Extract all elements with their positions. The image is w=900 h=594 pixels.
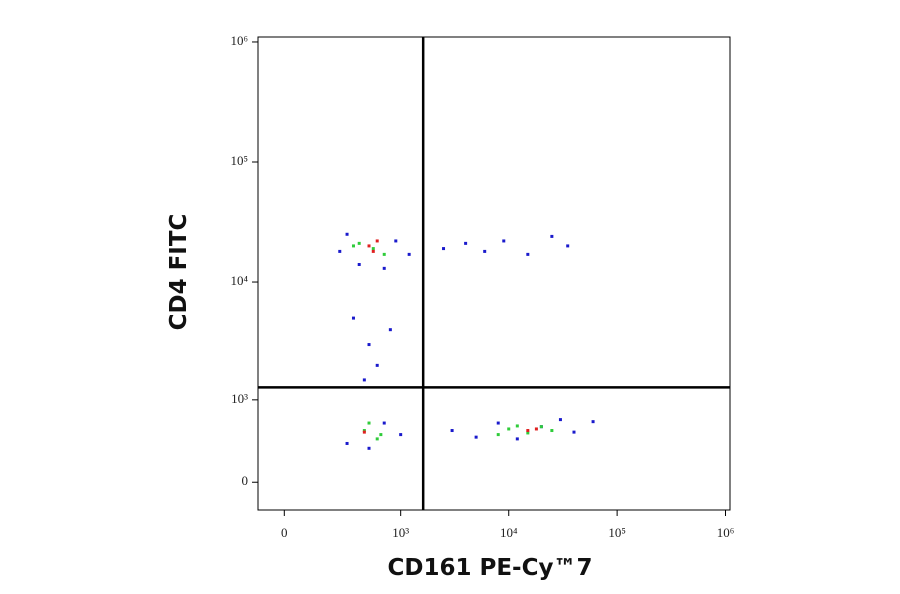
y-tick-label: 10⁶ — [230, 33, 248, 48]
event-dot — [367, 421, 371, 425]
x-tick-label: 10⁴ — [500, 525, 518, 540]
event-dot — [362, 430, 366, 434]
event-dot — [388, 328, 392, 332]
event-dot — [345, 441, 349, 445]
event-dot — [550, 429, 554, 433]
x-tick-label: 10³ — [392, 525, 409, 540]
event-dot — [394, 239, 398, 243]
event-dot — [351, 244, 355, 248]
y-tick-label: 10⁵ — [230, 153, 248, 168]
event-dot — [367, 343, 371, 347]
event-dot — [357, 241, 361, 245]
event-dot — [464, 241, 468, 245]
event-dot — [474, 435, 478, 439]
y-tick-label: 10³ — [231, 391, 248, 406]
event-dot — [539, 425, 543, 429]
event-dot — [566, 244, 570, 248]
event-dot — [515, 424, 519, 428]
x-tick-label: 10⁶ — [717, 525, 735, 540]
event-dot — [399, 433, 403, 437]
event-dot — [362, 378, 366, 382]
event-dot — [371, 249, 375, 253]
event-dot — [526, 252, 530, 256]
y-axis-title: CD4 FITC — [166, 214, 192, 331]
event-dot — [483, 249, 487, 253]
event-dot — [534, 427, 538, 431]
event-dot — [407, 252, 411, 256]
y-tick-label: 10⁴ — [230, 273, 248, 288]
event-dot — [362, 429, 366, 433]
event-dot — [496, 421, 500, 425]
event-dot — [450, 429, 454, 433]
event-dot — [515, 437, 519, 441]
event-dot — [357, 263, 361, 267]
event-dot — [496, 433, 500, 437]
event-dot — [345, 232, 349, 236]
event-dot — [591, 420, 595, 424]
event-dot — [367, 446, 371, 450]
event-dot — [550, 234, 554, 238]
event-dot — [526, 431, 530, 435]
event-dot — [371, 247, 375, 251]
event-dot — [382, 266, 386, 270]
event-dot — [375, 437, 379, 441]
x-tick-label: 10⁵ — [608, 525, 626, 540]
event-dot — [502, 239, 506, 243]
plot-frame — [257, 36, 731, 511]
event-dot — [367, 244, 371, 248]
event-dot — [442, 247, 446, 251]
event-dot — [375, 239, 379, 243]
event-dot — [526, 429, 530, 433]
event-dot — [379, 433, 383, 437]
event-dot — [338, 249, 342, 253]
y-tick-label: 0 — [242, 473, 249, 488]
x-axis-title: CD161 PE-Cy™7 — [388, 555, 593, 581]
event-dot — [558, 418, 562, 422]
event-dot — [382, 252, 386, 256]
x-tick-label: 0 — [281, 525, 288, 540]
event-dot — [375, 363, 379, 367]
event-dot — [382, 421, 386, 425]
event-dot — [351, 316, 355, 320]
event-dot — [572, 430, 576, 434]
event-dot — [507, 427, 511, 431]
